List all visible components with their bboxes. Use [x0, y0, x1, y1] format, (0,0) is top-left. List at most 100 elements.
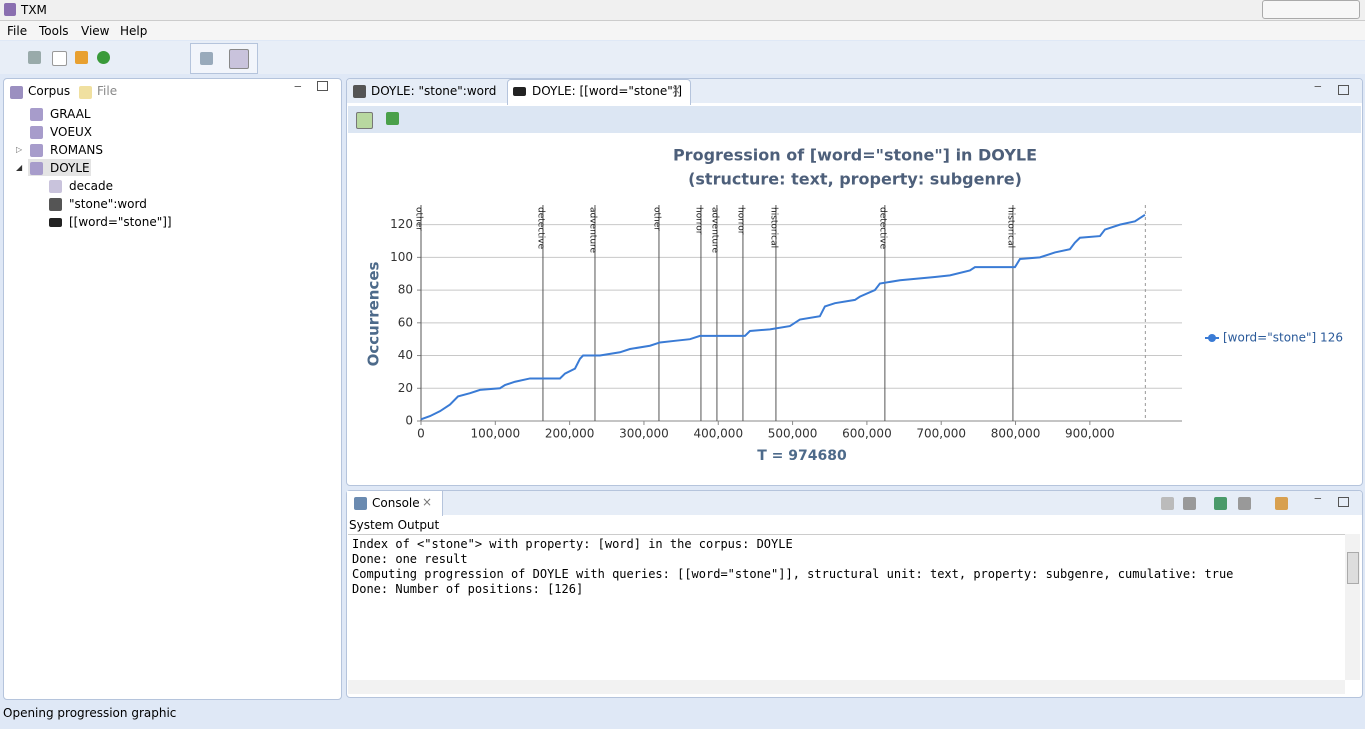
tab-icon — [354, 497, 367, 510]
panel-tab[interactable]: Corpus — [28, 84, 71, 98]
series-line — [420, 213, 1146, 421]
tool-button[interactable] — [1183, 497, 1196, 510]
selection — [28, 159, 91, 176]
tool-button[interactable] — [229, 49, 249, 69]
expand-arrow[interactable]: ◢ — [16, 163, 23, 172]
tool-button[interactable] — [1214, 497, 1227, 510]
corpus-icon — [30, 144, 43, 157]
tool-button[interactable] — [75, 51, 88, 64]
x-axis-label: T = 974680 — [757, 448, 847, 464]
maximize-button[interactable] — [1338, 85, 1349, 95]
x-tick-label: 100,000 — [471, 427, 521, 441]
tab-icon — [79, 86, 92, 99]
y-tick-label: 0 — [405, 414, 413, 428]
tree-item[interactable]: ROMANS — [50, 143, 103, 157]
panel-tab[interactable]: File — [97, 84, 118, 98]
tree-item[interactable]: DOYLE — [50, 161, 90, 175]
menu-item[interactable]: File — [7, 24, 28, 38]
status-bar: Opening progression graphic — [3, 706, 177, 720]
structure-label: other — [651, 207, 661, 231]
console-line: Index of <"stone"> with property: [word]… — [352, 537, 793, 551]
structure-label: historical — [768, 207, 778, 248]
corpus-icon — [30, 108, 43, 121]
y-tick-label: 120 — [390, 217, 413, 231]
tab-icon — [10, 86, 23, 99]
structure-label: other — [413, 207, 423, 231]
editor-tab[interactable]: DOYLE: "stone":word — [371, 84, 497, 98]
console-output: Index of <"stone"> with property: [word]… — [348, 534, 1345, 685]
legend-swatch — [1208, 334, 1216, 342]
x-tick-label: 300,000 — [619, 427, 669, 441]
vertical-scrollbar[interactable] — [1345, 534, 1360, 680]
tool-button[interactable] — [1238, 497, 1251, 510]
x-tick-label: 500,000 — [768, 427, 818, 441]
tool-button[interactable] — [386, 112, 399, 125]
tree-item[interactable]: GRAAL — [50, 107, 91, 121]
y-tick-label: 100 — [390, 250, 413, 264]
maximize-button[interactable] — [1338, 497, 1349, 507]
structure-label: historical — [1005, 207, 1015, 248]
menu-bar: File Tools View Help — [0, 21, 1365, 40]
chart-title: Progression of [word="stone"] in DOYLE — [673, 146, 1037, 165]
corpus-icon — [30, 126, 43, 139]
minimize-button[interactable]: ‒ — [1314, 491, 1322, 505]
x-tick-label: 400,000 — [693, 427, 743, 441]
tab-bar — [347, 491, 1362, 515]
menu-item[interactable]: View — [81, 24, 110, 38]
minimize-button[interactable]: ‒ — [1314, 79, 1322, 93]
progression-icon — [49, 218, 62, 227]
structure-label: horror — [735, 207, 745, 235]
editor-panel: DOYLE: "stone":word DOYLE: [[word="stone… — [346, 78, 1363, 486]
x-tick-label: 0 — [417, 427, 425, 441]
y-axis-label: Occurrences — [365, 262, 383, 367]
structure-label: detective — [877, 207, 887, 250]
tree-item[interactable]: [[word="stone"]] — [69, 215, 172, 229]
tool-button[interactable] — [28, 51, 41, 64]
console-header: System Output — [349, 518, 440, 532]
tree-item[interactable]: decade — [69, 179, 113, 193]
editor-tab[interactable]: DOYLE: [[word="stone"]] — [532, 84, 683, 98]
tab-bar — [347, 79, 1362, 103]
x-tick-label: 600,000 — [842, 427, 892, 441]
corpus-icon — [30, 162, 43, 175]
tab-icon — [353, 85, 366, 98]
menu-item[interactable]: Tools — [39, 24, 69, 38]
chart: Progression of [word="stone"] in DOYLE (… — [365, 146, 1343, 465]
y-tick-label: 60 — [398, 315, 413, 329]
tool-button[interactable] — [356, 112, 373, 129]
index-icon — [49, 198, 62, 211]
tree-item[interactable]: "stone":word — [69, 197, 147, 211]
corpus-panel: Corpus File ‒ GRAAL VOEUX ▷ ROMANS ◢ DOY… — [3, 78, 342, 700]
tab-icon — [513, 87, 526, 96]
maximize-button[interactable] — [317, 81, 328, 91]
tool-button[interactable] — [52, 51, 67, 66]
tree-item[interactable]: VOEUX — [50, 125, 93, 139]
x-tick-label: 900,000 — [1065, 427, 1115, 441]
chart-subtitle: (structure: text, property: subgenre) — [688, 170, 1022, 189]
expand-arrow[interactable]: ▷ — [16, 145, 23, 154]
console-tab[interactable]: Console — [372, 496, 420, 510]
y-tick-label: 20 — [398, 381, 413, 395]
menu-item[interactable]: Help — [120, 24, 148, 38]
close-button[interactable]: × — [422, 495, 433, 509]
title-bar: TXM — [0, 0, 1365, 21]
y-tick-label: 40 — [398, 348, 413, 362]
minimize-button[interactable]: ‒ — [294, 79, 302, 93]
window-title: TXM — [21, 3, 47, 17]
legend-label: [word="stone"] 126 — [1223, 331, 1343, 345]
tool-button[interactable] — [97, 51, 110, 64]
scroll-thumb[interactable] — [1347, 552, 1359, 584]
horizontal-scrollbar[interactable] — [348, 680, 1345, 694]
x-tick-label: 200,000 — [545, 427, 595, 441]
structure-label: adventure — [587, 207, 597, 254]
active-tab — [507, 79, 691, 105]
tool-button[interactable] — [1275, 497, 1288, 510]
tool-button[interactable] — [200, 52, 213, 65]
console-line: Done: one result — [352, 552, 468, 566]
window-controls[interactable] — [1262, 0, 1360, 19]
close-button[interactable]: × — [671, 83, 682, 97]
chart-toolbar — [348, 106, 1361, 133]
tool-button[interactable] — [1161, 497, 1174, 510]
x-tick-label: 700,000 — [916, 427, 966, 441]
